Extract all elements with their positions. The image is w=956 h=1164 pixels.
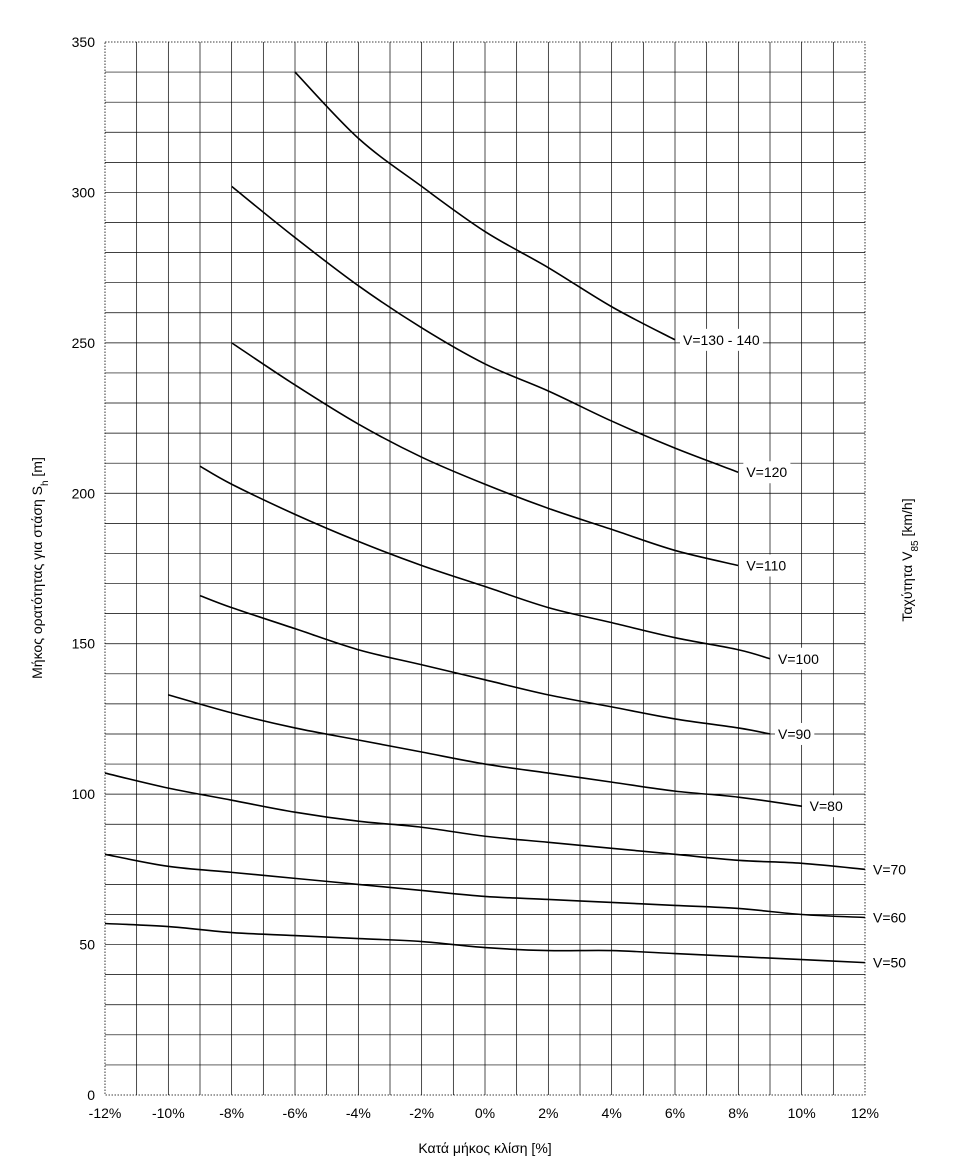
x-tick-label: -4% <box>346 1105 371 1121</box>
y-axis-title-unit: [m] <box>29 457 45 480</box>
x-tick-label: 10% <box>788 1105 816 1121</box>
y-tick-label: 250 <box>72 335 96 351</box>
series-label-v-80: V=80 <box>810 798 843 814</box>
right-axis-title-main: Ταχύτητα V <box>899 551 915 622</box>
grid <box>105 42 865 1095</box>
series-label-v-70: V=70 <box>873 861 906 877</box>
y-axis-ticks: 0 50 100 150 200 250 300 350 <box>72 34 96 1103</box>
x-tick-label: -6% <box>283 1105 308 1121</box>
series-label-background <box>775 647 823 670</box>
y-tick-label: 150 <box>72 636 96 652</box>
y-axis-title-main: Μήκος ορατότητας για στάση S <box>29 486 45 679</box>
series-label-v-60: V=60 <box>873 909 906 925</box>
x-axis-ticks: -12% -10% -8% -6% -4% -2% 0% 2% 4% 6% 8% 10% 12% <box>89 1105 879 1121</box>
y-axis-title-subscript: h <box>40 480 51 486</box>
x-tick-label: -12% <box>89 1105 122 1121</box>
y-axis-title: Μήκος ορατότητας για στάση Sh [m] <box>29 457 51 679</box>
series-labels: V=130 - 140 V=120 V=110 V=100 V=90 V=80 V=70 V=… <box>680 328 906 971</box>
series-label-background <box>743 554 790 577</box>
x-axis-title: Κατά μήκος κλίση [%] <box>418 1140 551 1156</box>
series-label-background <box>743 461 791 484</box>
y-tick-label: 50 <box>79 937 95 953</box>
curve-v-60 <box>104 853 866 919</box>
curve-v-90 <box>199 594 771 735</box>
curve-v-120 <box>231 185 739 473</box>
series-label-background <box>680 328 763 351</box>
y-tick-label: 350 <box>72 34 96 50</box>
series-label-v-110: V=110 <box>746 557 786 573</box>
x-tick-label: -2% <box>409 1105 434 1121</box>
curve-v-110 <box>231 342 739 567</box>
right-axis-title: Ταχύτητα V85 [km/h] <box>899 498 921 621</box>
x-tick-label: -8% <box>219 1105 244 1121</box>
series-label-v-130-140: V=130 - 140 <box>683 332 760 348</box>
x-tick-label: 0% <box>475 1105 495 1121</box>
x-tick-label: 8% <box>728 1105 748 1121</box>
curve-v-80 <box>168 694 802 807</box>
curve-v-100 <box>199 465 771 660</box>
plot-frame <box>104 41 866 1096</box>
y-tick-label: 300 <box>72 184 96 200</box>
x-tick-label: 6% <box>665 1105 685 1121</box>
curve-v-70 <box>104 772 866 871</box>
series-label-background <box>775 722 815 745</box>
right-axis-title-subscript: 85 <box>910 540 921 552</box>
curve-v-50 <box>104 922 866 964</box>
series-label-v-100: V=100 <box>778 651 819 667</box>
curves <box>104 71 866 964</box>
x-tick-label: -10% <box>152 1105 185 1121</box>
curve-v-130-140 <box>294 71 676 341</box>
series-label-background <box>806 795 846 818</box>
x-tick-label: 12% <box>851 1105 879 1121</box>
series-label-v-120: V=120 <box>746 464 787 480</box>
x-tick-label: 2% <box>538 1105 558 1121</box>
series-label-v-50: V=50 <box>873 955 906 971</box>
series-label-v-90: V=90 <box>778 726 811 742</box>
y-tick-label: 0 <box>87 1087 95 1103</box>
y-tick-label: 100 <box>72 786 96 802</box>
x-tick-label: 4% <box>602 1105 622 1121</box>
right-axis-title-unit: [km/h] <box>899 498 915 540</box>
y-tick-label: 200 <box>72 485 96 501</box>
